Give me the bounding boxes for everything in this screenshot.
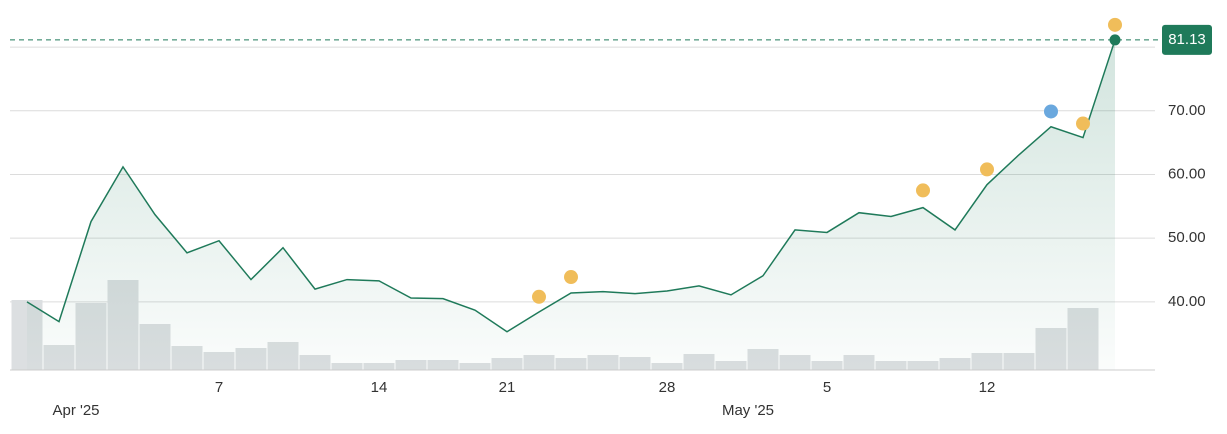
event-marker bbox=[532, 289, 546, 304]
last-point bbox=[1109, 34, 1121, 46]
x-month-label: Apr '25 bbox=[52, 402, 99, 419]
x-tick-label: 7 bbox=[215, 379, 223, 396]
x-month-label: May '25 bbox=[722, 402, 774, 419]
y-tick-label: 40.00 bbox=[1168, 293, 1206, 310]
event-marker bbox=[1108, 17, 1122, 32]
x-tick-label: 12 bbox=[979, 379, 996, 396]
y-tick-label: 50.00 bbox=[1168, 229, 1206, 246]
area bbox=[27, 39, 1115, 370]
x-tick-label: 28 bbox=[659, 379, 676, 396]
event-marker bbox=[980, 162, 994, 177]
x-tick-label: 14 bbox=[371, 379, 388, 396]
x-tick-label: 5 bbox=[823, 379, 831, 396]
y-tick-label: 60.00 bbox=[1168, 165, 1206, 182]
event-marker bbox=[1044, 104, 1058, 119]
price-badge bbox=[1162, 24, 1212, 55]
price-line bbox=[26, 39, 1116, 333]
event-marker bbox=[916, 183, 930, 198]
x-tick-label: 21 bbox=[499, 379, 516, 396]
event-marker bbox=[564, 270, 578, 285]
price-badge-label: 81.13 bbox=[1168, 31, 1206, 48]
event-marker bbox=[1076, 116, 1090, 131]
y-tick-label: 70.00 bbox=[1168, 102, 1206, 119]
